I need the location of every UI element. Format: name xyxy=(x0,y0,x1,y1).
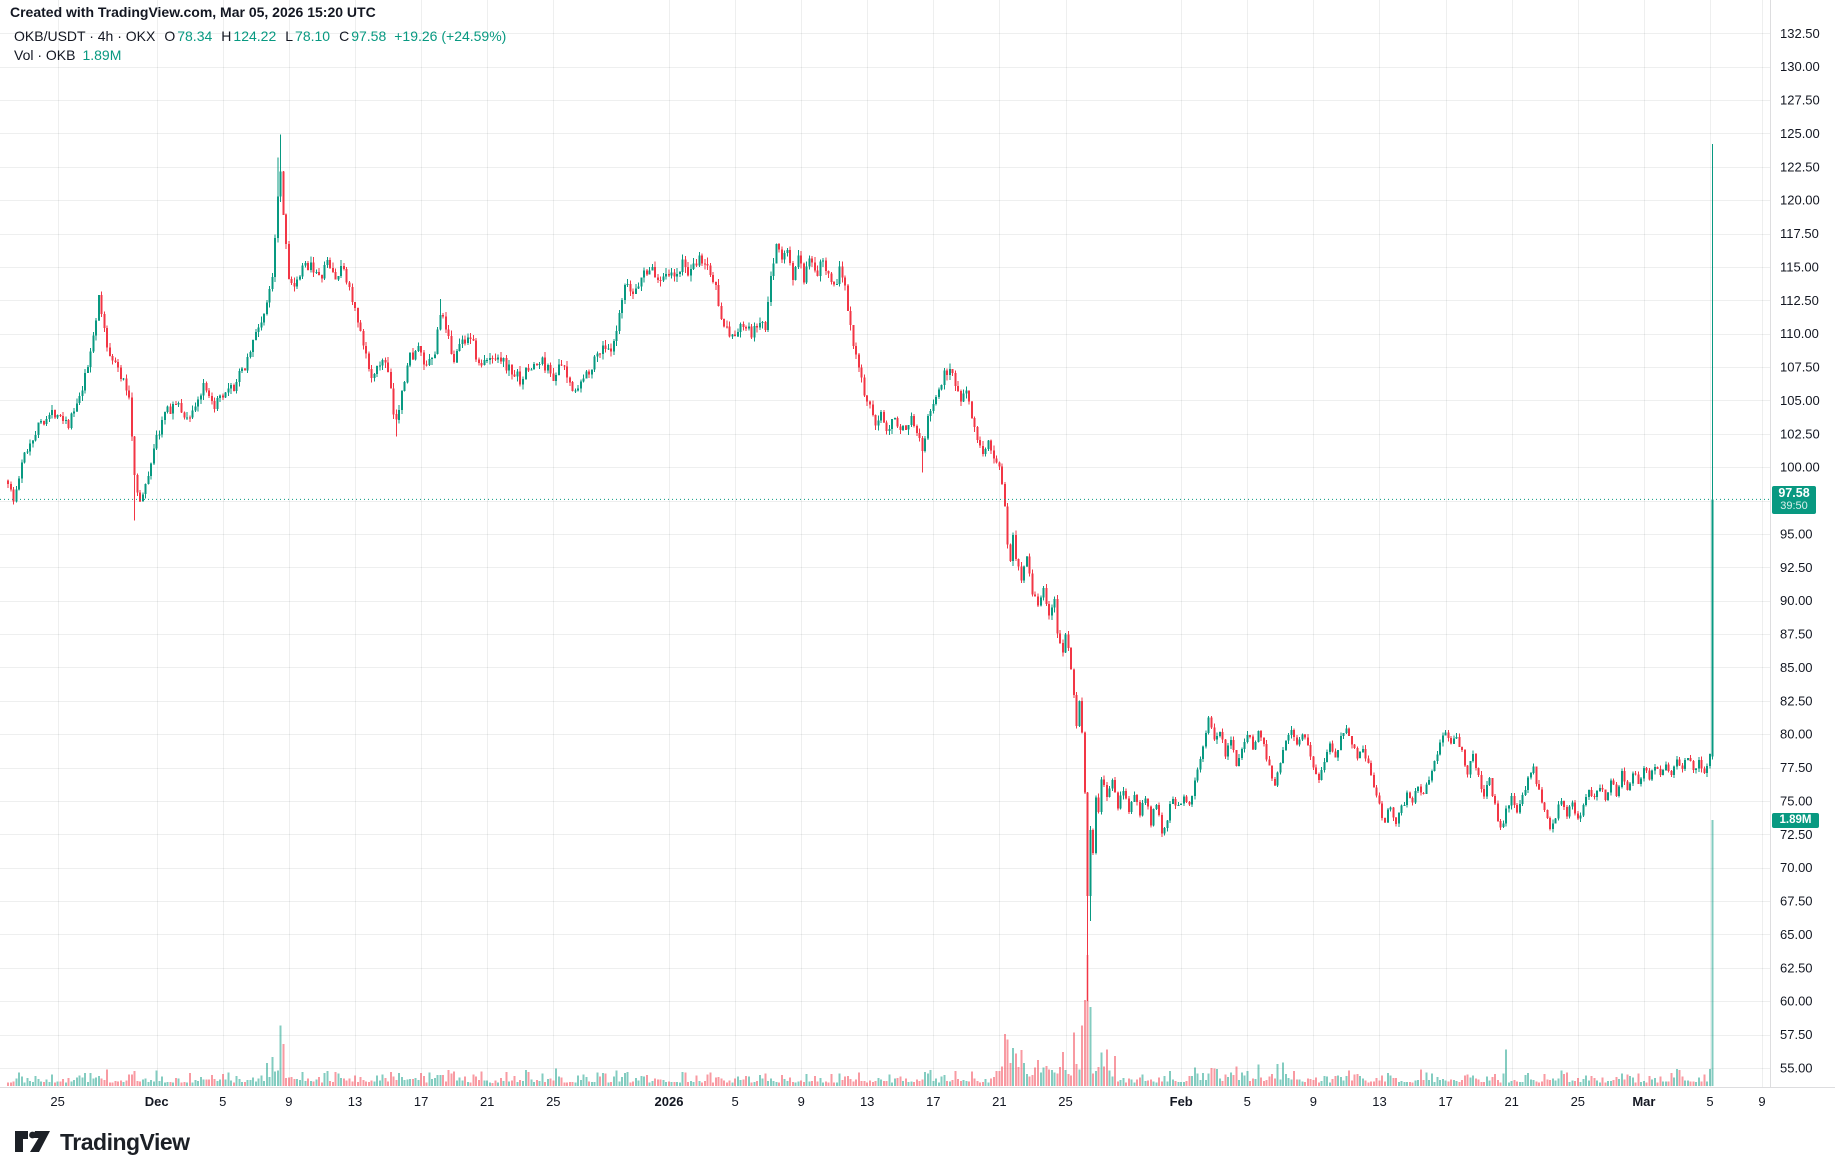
svg-text:80.00: 80.00 xyxy=(1780,727,1813,742)
close-value: 97.58 xyxy=(351,28,387,44)
svg-text:105.00: 105.00 xyxy=(1780,393,1820,408)
svg-text:72.50: 72.50 xyxy=(1780,827,1813,842)
svg-text:25: 25 xyxy=(546,1094,560,1109)
last-volume-badge: 1.89M xyxy=(1772,813,1819,828)
svg-text:9: 9 xyxy=(1758,1094,1765,1109)
svg-text:17: 17 xyxy=(414,1094,428,1109)
svg-text:5: 5 xyxy=(1706,1094,1713,1109)
svg-text:25: 25 xyxy=(50,1094,64,1109)
volume-label: Vol · OKB xyxy=(14,47,76,63)
tradingview-logo-icon xyxy=(15,1131,50,1152)
svg-text:102.50: 102.50 xyxy=(1780,426,1820,441)
svg-text:112.50: 112.50 xyxy=(1780,293,1819,308)
svg-text:13: 13 xyxy=(860,1094,874,1109)
svg-text:17: 17 xyxy=(926,1094,940,1109)
legend-ohlc-row: OKB/USDT · 4h · OKX O 78.34 H 124.22 L 78.10 C 9… xyxy=(14,27,506,46)
volume-value: 1.89M xyxy=(82,47,122,63)
candles xyxy=(7,134,1714,1002)
svg-text:60.00: 60.00 xyxy=(1780,994,1813,1009)
svg-text:85.00: 85.00 xyxy=(1780,660,1813,675)
svg-text:17: 17 xyxy=(1438,1094,1452,1109)
svg-text:21: 21 xyxy=(992,1094,1006,1109)
tradingview-logo-text: TradingView xyxy=(60,1128,190,1155)
svg-text:115.00: 115.00 xyxy=(1780,259,1819,274)
watermark-text: Created with TradingView.com, Mar 05, 20… xyxy=(10,4,376,20)
symbol-title[interactable]: OKB/USDT · 4h · OKX xyxy=(14,28,156,44)
svg-text:77.50: 77.50 xyxy=(1780,760,1813,775)
svg-text:95.00: 95.00 xyxy=(1780,526,1813,541)
svg-text:65.00: 65.00 xyxy=(1780,927,1813,942)
svg-text:5: 5 xyxy=(219,1094,226,1109)
svg-text:57.50: 57.50 xyxy=(1780,1027,1813,1042)
svg-text:87.50: 87.50 xyxy=(1780,627,1813,642)
open-value: 78.34 xyxy=(177,28,213,44)
svg-text:117.50: 117.50 xyxy=(1780,226,1819,241)
svg-text:67.50: 67.50 xyxy=(1780,894,1813,909)
svg-text:55.00: 55.00 xyxy=(1780,1060,1813,1075)
svg-text:125.00: 125.00 xyxy=(1780,126,1820,141)
grid xyxy=(0,0,1770,1087)
open-label: O xyxy=(164,28,176,44)
volume-bars xyxy=(7,820,1714,1086)
svg-text:90.00: 90.00 xyxy=(1780,593,1813,608)
svg-text:82.50: 82.50 xyxy=(1780,693,1813,708)
svg-text:110.00: 110.00 xyxy=(1780,326,1819,341)
svg-text:5: 5 xyxy=(1244,1094,1251,1109)
svg-text:9: 9 xyxy=(798,1094,805,1109)
svg-text:9: 9 xyxy=(285,1094,292,1109)
svg-text:13: 13 xyxy=(348,1094,362,1109)
svg-text:62.50: 62.50 xyxy=(1780,960,1813,975)
svg-text:122.50: 122.50 xyxy=(1780,159,1820,174)
svg-text:132.50: 132.50 xyxy=(1780,26,1820,41)
svg-text:25: 25 xyxy=(1571,1094,1585,1109)
svg-text:130.00: 130.00 xyxy=(1780,59,1820,74)
legend-volume-row: Vol · OKB 1.89M xyxy=(14,46,506,65)
low-label: L xyxy=(285,28,294,44)
svg-text:127.50: 127.50 xyxy=(1780,93,1820,108)
low-value: 78.10 xyxy=(295,28,331,44)
svg-text:21: 21 xyxy=(1504,1094,1518,1109)
axis-borders xyxy=(0,0,1835,1088)
svg-text:120.00: 120.00 xyxy=(1780,193,1820,208)
bar-countdown: 39:50 xyxy=(1780,500,1808,512)
price-axis[interactable]: 132.50 130.00 127.50 125.00 122.50 120.00 117.… xyxy=(1780,26,1820,1076)
high-value: 124.22 xyxy=(233,28,277,44)
last-price-value: 97.58 xyxy=(1778,486,1810,500)
svg-text:92.50: 92.50 xyxy=(1780,560,1813,575)
time-axis[interactable]: 25 Dec 5 9 13 17 21 25 2026 5 9 13 17 21 25 Feb 5 9 13 17 21… xyxy=(50,1094,1765,1109)
svg-text:21: 21 xyxy=(480,1094,494,1109)
svg-text:107.50: 107.50 xyxy=(1780,360,1820,375)
svg-text:70.00: 70.00 xyxy=(1780,860,1813,875)
svg-text:Feb: Feb xyxy=(1170,1094,1193,1109)
svg-text:13: 13 xyxy=(1372,1094,1386,1109)
svg-text:75.00: 75.00 xyxy=(1780,793,1813,808)
last-price-badge: 97.58 39:50 xyxy=(1772,486,1816,514)
svg-text:Dec: Dec xyxy=(145,1094,169,1109)
change-value: +19.26 (+24.59%) xyxy=(394,28,507,44)
high-label: H xyxy=(221,28,232,44)
legend: OKB/USDT · 4h · OKX O 78.34 H 124.22 L 78.10 C 9… xyxy=(14,27,506,65)
svg-text:2026: 2026 xyxy=(655,1094,684,1109)
svg-text:9: 9 xyxy=(1310,1094,1317,1109)
svg-text:Mar: Mar xyxy=(1632,1094,1655,1109)
svg-text:100.00: 100.00 xyxy=(1780,460,1820,475)
tradingview-logo[interactable]: TradingView xyxy=(14,1128,190,1156)
close-label: C xyxy=(339,28,350,44)
svg-text:25: 25 xyxy=(1058,1094,1072,1109)
svg-text:5: 5 xyxy=(731,1094,738,1109)
